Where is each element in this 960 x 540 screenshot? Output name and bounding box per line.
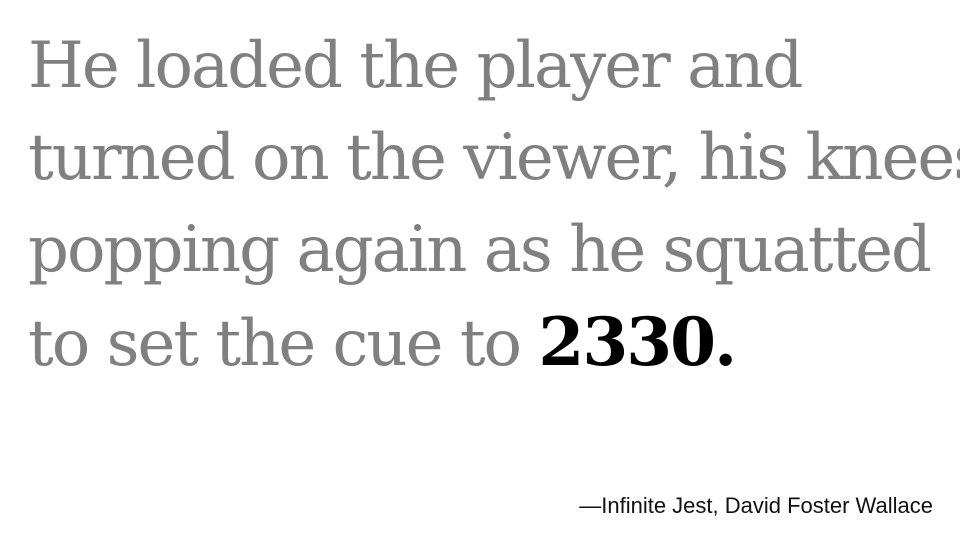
quote-emphasis-number: 2330. <box>538 303 737 381</box>
quote-line-3: popping again as he squatted <box>28 213 932 287</box>
quote-block: He loaded the player and turned on the v… <box>28 20 960 390</box>
quote-line-2: turned on the viewer, his knees <box>28 121 960 195</box>
quote-attribution: —Infinite Jest, David Foster Wallace <box>579 493 933 518</box>
quote-line-1: He loaded the player and <box>28 29 803 103</box>
quote-line-4: to set the cue to 2330. <box>28 296 943 390</box>
quote-line-4-text: to set the cue to <box>28 307 539 381</box>
